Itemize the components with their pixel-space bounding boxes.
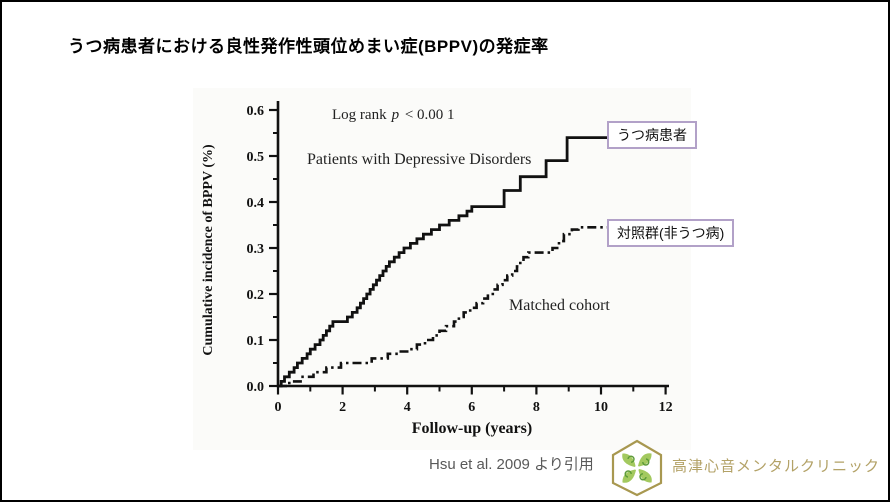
y-tick-label: 0.0 [247, 380, 265, 395]
log-rank-annotation: Log rank p < 0.00 1 [332, 107, 455, 123]
y-tick-label: 0.6 [247, 104, 265, 119]
clinic-logo-icon [611, 439, 663, 497]
y-tick-label: 0.5 [247, 150, 265, 165]
y-tick-label: 0.3 [247, 242, 265, 257]
x-tick-label: 6 [468, 400, 475, 415]
matched-cohort-curve [278, 226, 608, 388]
y-tick-label: 0.2 [247, 288, 265, 303]
clinic-name: 高津心音メンタルクリニック [672, 458, 881, 475]
x-tick-label: 12 [659, 400, 673, 415]
control-group-label: 対照群(非うつ病) [607, 219, 735, 247]
matched-cohort-series-label: Matched cohort [509, 297, 610, 314]
y-axis-title: Cumulative incidence of BPPV (%) [201, 144, 216, 356]
citation-text: Hsu et al. 2009 より引用 [429, 456, 594, 473]
depressive-disorders-curve [278, 136, 608, 388]
x-tick-label: 0 [275, 400, 282, 415]
x-tick-label: 2 [339, 400, 346, 415]
depressive-group-label: うつ病患者 [607, 121, 697, 149]
x-axis-title: Follow-up (years) [412, 420, 532, 437]
logo-hexagon [611, 439, 663, 497]
y-tick-label: 0.1 [247, 334, 265, 349]
depressive-series-label: Patients with Depressive Disorders [307, 151, 531, 168]
x-tick-label: 8 [533, 400, 540, 415]
x-tick-label: 4 [404, 400, 411, 415]
y-tick-label: 0.4 [247, 196, 265, 211]
logo-leaves [622, 453, 652, 483]
x-tick-label: 10 [594, 400, 608, 415]
slide-title: うつ病患者における良性発作性頭位めまい症(BPPV)の発症率 [68, 37, 549, 56]
